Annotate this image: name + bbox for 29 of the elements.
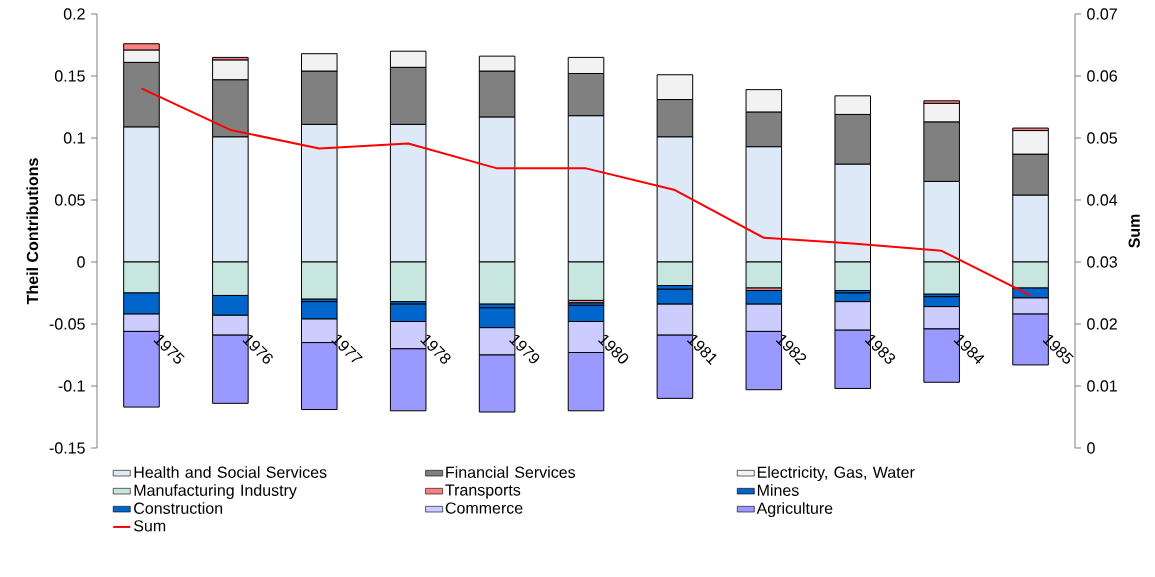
y-tick-label: -0.15	[49, 442, 85, 454]
y-tick-label: -0.1	[58, 380, 85, 392]
legend-label: Health and Social Services	[134, 466, 327, 478]
y2-tick-label: 0.07	[1087, 8, 1117, 20]
legend-label: Commerce	[445, 502, 523, 514]
legend-label: Transports	[445, 484, 521, 499]
legend-label: Sum	[134, 520, 166, 532]
y2-tick-label: 0.02	[1087, 318, 1117, 330]
legend-label: Agriculture	[756, 502, 833, 518]
y-tick-label: 0.05	[54, 194, 85, 206]
y2-tick-label: 0.03	[1087, 256, 1117, 268]
y-tick-label: 0.1	[63, 132, 85, 144]
y2-axis-title: Sum	[1128, 214, 1140, 248]
y-axis-title: Theil Contributions	[26, 158, 39, 305]
legend-label: Mines	[757, 484, 799, 496]
line-series	[140, 87, 1032, 297]
legend-label: Manufacturing Industry	[134, 484, 297, 500]
y-tick-label: 0.15	[54, 70, 85, 82]
y-tick-label: -0.05	[49, 318, 85, 330]
legend-label: Financial Services	[446, 466, 576, 478]
y2-tick-label: 0.04	[1087, 194, 1118, 206]
legend-label: Construction	[134, 502, 223, 514]
y-tick-label: 0.2	[63, 8, 85, 20]
y2-tick-label: 0.05	[1087, 132, 1117, 144]
y2-tick-label: 0.06	[1087, 70, 1117, 82]
y2-tick-label: 0	[1087, 442, 1095, 454]
legend-label: Electricity, Gas, Water	[757, 466, 915, 482]
y2-tick-label: 0.01	[1087, 380, 1117, 392]
y-tick-label: 0	[77, 256, 85, 268]
